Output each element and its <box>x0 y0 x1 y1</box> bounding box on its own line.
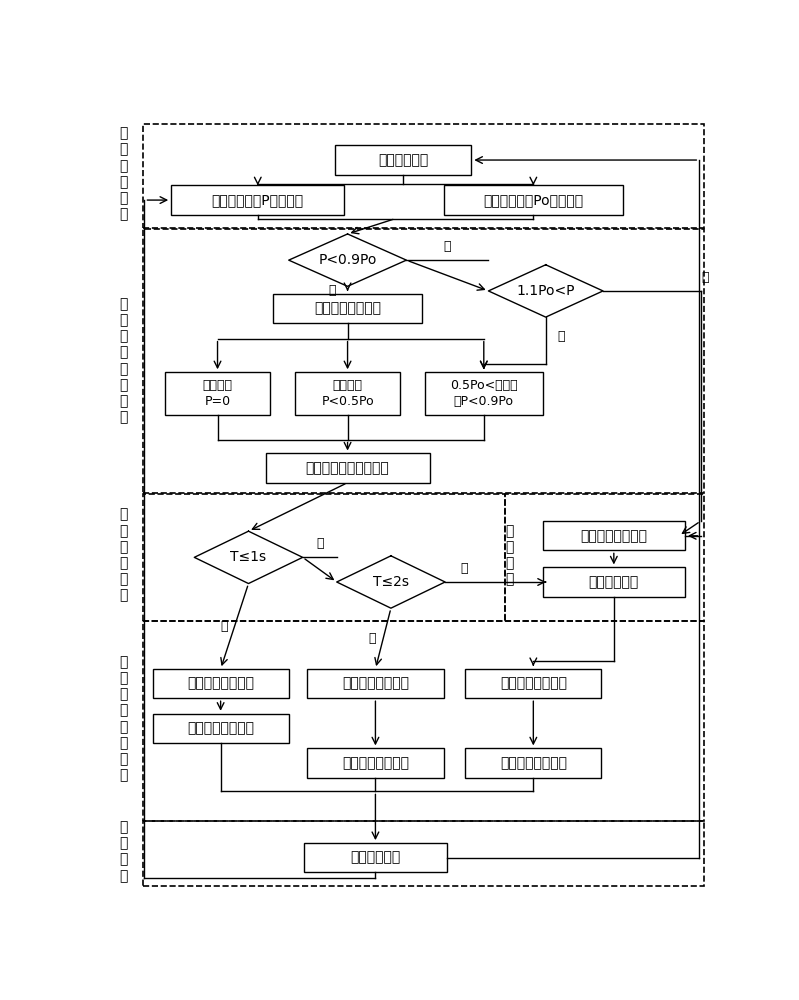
Text: T≤2s: T≤2s <box>373 575 409 589</box>
Text: 考虑充气系统延时: 考虑充气系统延时 <box>500 677 566 691</box>
Text: 充气工况归类单元: 充气工况归类单元 <box>314 302 381 316</box>
Bar <box>153 669 288 698</box>
Text: 气袋压力
P<0.5Po: 气袋压力 P<0.5Po <box>321 379 374 408</box>
Bar <box>336 145 471 175</box>
Bar <box>265 453 430 483</box>
Bar <box>143 124 704 228</box>
Bar <box>308 669 443 698</box>
Bar <box>443 185 623 215</box>
Text: 否: 否 <box>702 271 710 284</box>
Text: 考虑充气系统延时: 考虑充气系统延时 <box>187 677 254 691</box>
Bar <box>273 294 422 323</box>
Text: 考虑放气系统延时: 考虑放气系统延时 <box>580 529 647 543</box>
Text: 三
级
主
动
充
气
系
统: 三 级 主 动 充 气 系 统 <box>119 655 128 782</box>
Text: T≤1s: T≤1s <box>230 550 267 564</box>
Text: 是: 是 <box>368 632 376 645</box>
Bar <box>465 669 602 698</box>
Bar <box>153 714 288 743</box>
Text: 否: 否 <box>460 562 467 575</box>
Text: 充气工况时间计算单元: 充气工况时间计算单元 <box>306 461 389 475</box>
Bar <box>425 372 543 415</box>
Text: 等
级
判
断
单
元: 等 级 判 断 单 元 <box>119 508 128 603</box>
Bar <box>308 748 443 778</box>
Text: 放气执行单元: 放气执行单元 <box>589 575 639 589</box>
Text: 执
行
模
块: 执 行 模 块 <box>119 820 128 883</box>
Text: 命令处理单元: 命令处理单元 <box>378 153 428 167</box>
Text: 否: 否 <box>316 537 324 550</box>
Text: 放
气
系
统: 放 气 系 统 <box>506 524 514 586</box>
Bar <box>295 372 400 415</box>
Bar <box>304 843 447 872</box>
Bar <box>143 229 704 493</box>
Text: 气袋目标压力Po建立单元: 气袋目标压力Po建立单元 <box>483 193 583 207</box>
Text: 考虑充气系统延时: 考虑充气系统延时 <box>342 677 409 691</box>
Bar <box>143 621 704 821</box>
Text: 气袋当前压力P建立单元: 气袋当前压力P建立单元 <box>212 193 304 207</box>
Text: 是: 是 <box>328 284 336 297</box>
Bar <box>143 821 704 886</box>
Text: 二级充气执行单元: 二级充气执行单元 <box>342 756 409 770</box>
Bar <box>171 185 344 215</box>
Bar <box>543 521 685 550</box>
Text: 充
气
时
间
计
算
模
块: 充 气 时 间 计 算 模 块 <box>119 297 128 424</box>
Text: 0.5Po<气袋压
力P<0.9Po: 0.5Po<气袋压 力P<0.9Po <box>450 379 518 408</box>
Text: 1.1Po<P: 1.1Po<P <box>516 284 575 298</box>
Bar <box>165 372 270 415</box>
Text: 否: 否 <box>443 240 451 253</box>
Bar <box>465 748 602 778</box>
Text: P<0.9Po: P<0.9Po <box>318 253 377 267</box>
Text: 一级充气执行单元: 一级充气执行单元 <box>187 721 254 735</box>
Text: 是: 是 <box>558 330 565 343</box>
Text: 是: 是 <box>220 620 228 633</box>
Bar <box>506 494 704 620</box>
Text: 气袋压力
P=0: 气袋压力 P=0 <box>202 379 233 408</box>
Bar <box>143 494 506 620</box>
Text: 指
令
感
知
模
块: 指 令 感 知 模 块 <box>119 126 128 221</box>
Text: 气袋压力更新: 气袋压力更新 <box>350 851 400 865</box>
Bar <box>543 567 685 597</box>
Text: 三级充气执行单元: 三级充气执行单元 <box>500 756 566 770</box>
